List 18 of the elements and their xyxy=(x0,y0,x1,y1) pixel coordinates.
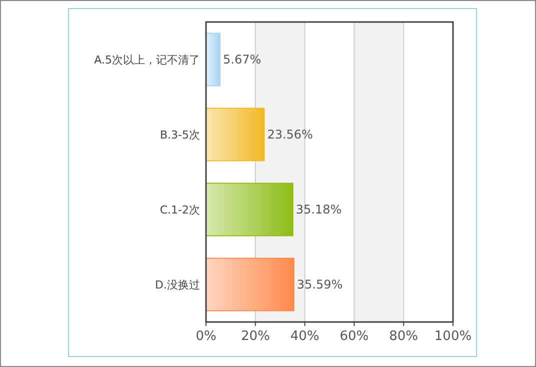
y-tick-label: A.5次以上，记不清了 xyxy=(94,53,200,66)
x-tick-label: 100% xyxy=(434,329,472,344)
x-tick-label: 80% xyxy=(389,329,418,344)
bar xyxy=(206,32,221,86)
y-tick-label: C.1-2次 xyxy=(160,203,200,216)
x-tick-label: 60% xyxy=(340,329,369,344)
x-tick-label: 40% xyxy=(290,329,320,344)
x-tick-label: 20% xyxy=(240,329,270,344)
data-label: 35.18% xyxy=(296,202,342,217)
bar xyxy=(206,258,294,312)
data-label: 35.59% xyxy=(296,278,343,292)
x-tick-label: 0% xyxy=(196,329,216,344)
bar xyxy=(206,108,265,162)
y-tick-label: B.3-5次 xyxy=(160,128,200,142)
data-label: 5.67% xyxy=(223,52,262,67)
y-tick-label: D.没换过 xyxy=(155,278,200,292)
bar xyxy=(206,182,294,236)
data-label: 23.56% xyxy=(267,128,313,142)
